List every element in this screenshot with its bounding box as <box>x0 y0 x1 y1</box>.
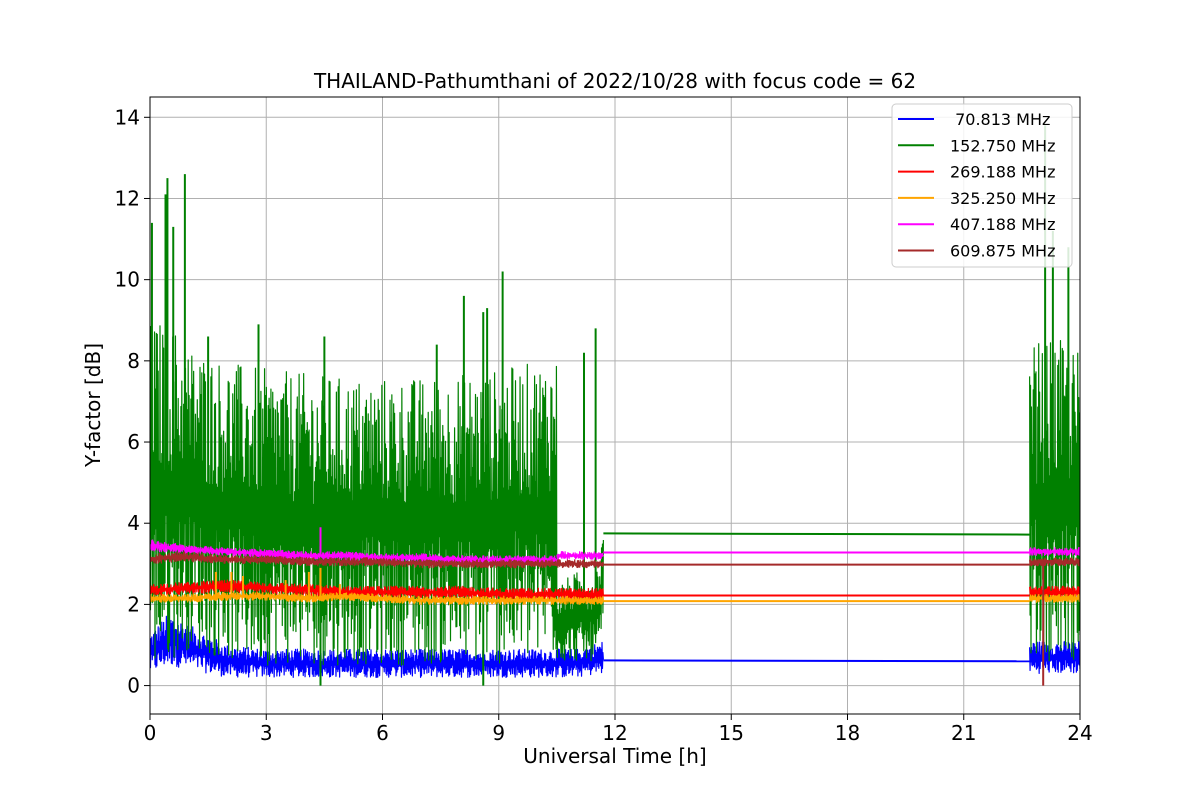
legend-item: 269.188 MHz <box>898 163 1055 182</box>
x-tick-label: 24 <box>1067 721 1092 745</box>
series-segment <box>603 532 1030 536</box>
legend-label: 407.188 MHz <box>950 215 1055 234</box>
x-axis: 0 3 6 9 12 15 18 21 24 <box>144 714 1093 745</box>
series-segment <box>150 591 604 605</box>
series-152-750-mhz <box>150 125 1080 686</box>
legend-item: 70.813 MHz <box>898 110 1050 129</box>
legend-item: 407.188 MHz <box>898 215 1055 234</box>
legend-item: 152.750 MHz <box>898 136 1055 155</box>
x-axis-label: Universal Time [h] <box>523 744 706 768</box>
y-tick-label: 2 <box>127 592 140 616</box>
series-269-188-mhz <box>150 579 1080 601</box>
x-tick-label: 12 <box>602 721 627 745</box>
legend-item: 609.875 MHz <box>898 242 1055 261</box>
series-segment <box>150 551 604 569</box>
legend-label: 325.250 MHz <box>950 189 1055 208</box>
series-segment <box>1029 593 1080 603</box>
y-tick-label: 4 <box>127 511 140 535</box>
x-tick-label: 18 <box>835 721 860 745</box>
legend-label: 70.813 MHz <box>950 110 1050 129</box>
legend-label: 609.875 MHz <box>950 242 1055 261</box>
legend-box <box>891 103 1073 268</box>
y-tick-label: 6 <box>127 430 140 454</box>
legend-item: 325.250 MHz <box>898 189 1055 208</box>
x-tick-label: 21 <box>951 721 976 745</box>
series-segment <box>556 539 604 662</box>
series-segment <box>556 551 604 561</box>
x-tick-label: 6 <box>376 721 389 745</box>
y-tick-label: 14 <box>115 105 140 129</box>
series-segment <box>1029 557 1080 567</box>
legend-label: 269.188 MHz <box>950 163 1055 182</box>
series-segment <box>150 579 604 601</box>
series-segment <box>150 325 558 666</box>
y-axis: 0 2 4 6 8 10 12 14 <box>115 105 150 698</box>
series-segment <box>603 659 1030 663</box>
x-tick-label: 0 <box>144 721 157 745</box>
x-tick-label: 3 <box>260 721 273 745</box>
series-segment <box>1029 547 1080 557</box>
chart-title: THAILAND-Pathumthani of 2022/10/28 with … <box>313 69 916 93</box>
series-segment <box>1029 585 1080 599</box>
x-tick-label: 9 <box>492 721 505 745</box>
y-axis-label: Y-factor [dB] <box>81 343 105 468</box>
plot-series-group <box>150 125 1080 686</box>
series-325-250-mhz <box>150 567 1080 605</box>
y-tick-label: 8 <box>127 349 140 373</box>
y-tick-label: 0 <box>127 674 140 698</box>
series-segment <box>150 615 604 679</box>
legend: 70.813 MHz 152.750 MHz 269.188 MHz 325.250 … <box>891 103 1073 268</box>
legend-label: 152.750 MHz <box>950 136 1055 155</box>
y-tick-label: 12 <box>115 186 140 210</box>
series-609-875-mhz <box>150 551 1080 686</box>
x-tick-label: 15 <box>719 721 744 745</box>
y-tick-label: 10 <box>115 268 140 292</box>
